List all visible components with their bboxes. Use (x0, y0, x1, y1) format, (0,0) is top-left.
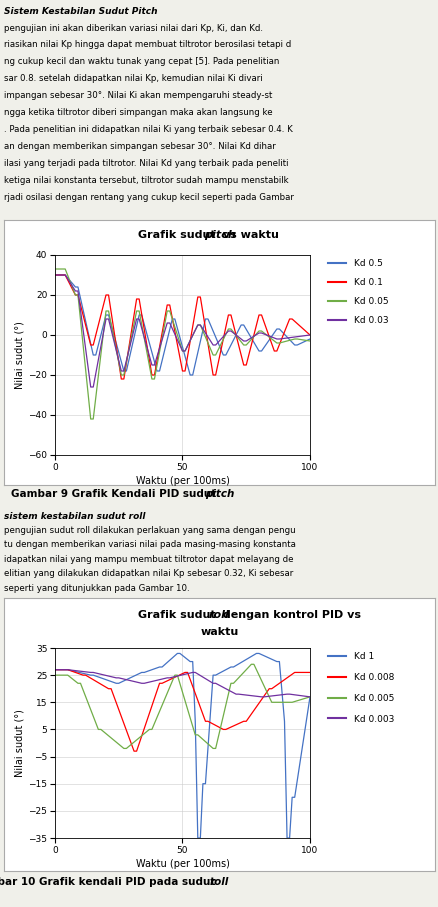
Text: ketiga nilai konstanta tersebut, tiltrotor sudah mampu menstabilk: ketiga nilai konstanta tersebut, tiltrot… (4, 176, 288, 185)
Text: Gambar 10 Grafik kendali PID pada sudut: Gambar 10 Grafik kendali PID pada sudut (0, 877, 219, 887)
Text: vs waktu: vs waktu (219, 230, 279, 240)
Text: pengujian sudut roll dilakukan perlakuan yang sama dengan pengu: pengujian sudut roll dilakukan perlakuan… (4, 526, 295, 535)
Legend: Kd 0.5, Kd 0.1, Kd 0.05, Kd 0.03: Kd 0.5, Kd 0.1, Kd 0.05, Kd 0.03 (324, 256, 391, 328)
Legend: Kd 1, Kd 0.008, Kd 0.005, Kd 0.003: Kd 1, Kd 0.008, Kd 0.005, Kd 0.003 (324, 649, 397, 727)
Text: pitch: pitch (205, 489, 233, 499)
Text: idapatkan nilai yang mampu membuat tiltrotor dapat melayang de: idapatkan nilai yang mampu membuat tiltr… (4, 555, 293, 564)
Text: sar 0.8. setelah didapatkan nilai Kp, kemudian nilai Ki divari: sar 0.8. setelah didapatkan nilai Kp, ke… (4, 74, 262, 83)
Text: an dengan memberikan simpangan sebesar 30°. Nilai Kd dihar: an dengan memberikan simpangan sebesar 3… (4, 142, 276, 151)
Text: ng cukup kecil dan waktu tunak yang cepat [5]. Pada penelitian: ng cukup kecil dan waktu tunak yang cepa… (4, 57, 279, 66)
Text: Gambar 9 Grafik Kendali PID sudut: Gambar 9 Grafik Kendali PID sudut (11, 489, 219, 499)
Text: ngga ketika tiltrotor diberi simpangan maka akan langsung ke: ngga ketika tiltrotor diberi simpangan m… (4, 108, 272, 117)
Text: ilasi yang terjadi pada tiltrotor. Nilai Kd yang terbaik pada peneliti: ilasi yang terjadi pada tiltrotor. Nilai… (4, 159, 288, 168)
Y-axis label: Nilai sudut (°): Nilai sudut (°) (14, 321, 24, 389)
Y-axis label: Nilai sudut (°): Nilai sudut (°) (14, 709, 24, 777)
Text: rjadi osilasi dengan rentang yang cukup kecil seperti pada Gambar: rjadi osilasi dengan rentang yang cukup … (4, 193, 293, 202)
X-axis label: Waktu (per 100ms): Waktu (per 100ms) (135, 859, 229, 869)
Text: Sistem Kestabilan Sudut Pitch: Sistem Kestabilan Sudut Pitch (4, 6, 158, 15)
Text: tu dengan memberikan variasi nilai pada masing-masing konstanta: tu dengan memberikan variasi nilai pada … (4, 541, 296, 550)
Text: Grafik sudut: Grafik sudut (138, 230, 219, 240)
Text: waktu: waktu (200, 627, 238, 637)
Text: riasikan nilai Kp hingga dapat membuat tiltrotor berosilasi tetapi d: riasikan nilai Kp hingga dapat membuat t… (4, 41, 291, 50)
Text: roll: roll (209, 877, 229, 887)
Text: impangan sebesar 30°. Nilai Ki akan mempengaruhi steady-st: impangan sebesar 30°. Nilai Ki akan memp… (4, 92, 272, 101)
Text: seperti yang ditunjukkan pada Gambar 10.: seperti yang ditunjukkan pada Gambar 10. (4, 583, 190, 592)
Text: Grafik sudut: Grafik sudut (138, 610, 219, 620)
Text: sistem kestabilan sudut roll: sistem kestabilan sudut roll (4, 512, 145, 521)
X-axis label: Waktu (per 100ms): Waktu (per 100ms) (135, 476, 229, 486)
Text: pengujian ini akan diberikan variasi nilai dari Kp, Ki, dan Kd.: pengujian ini akan diberikan variasi nil… (4, 24, 263, 33)
Text: . Pada penelitian ini didapatkan nilai Ki yang terbaik sebesar 0.4. K: . Pada penelitian ini didapatkan nilai K… (4, 125, 293, 134)
Text: pitch: pitch (203, 230, 235, 240)
Text: dengan kontrol PID vs: dengan kontrol PID vs (219, 610, 360, 620)
Text: roll: roll (208, 610, 230, 620)
Text: elitian yang dilakukan didapatkan nilai Kp sebesar 0.32, Ki sebesar: elitian yang dilakukan didapatkan nilai … (4, 570, 293, 578)
